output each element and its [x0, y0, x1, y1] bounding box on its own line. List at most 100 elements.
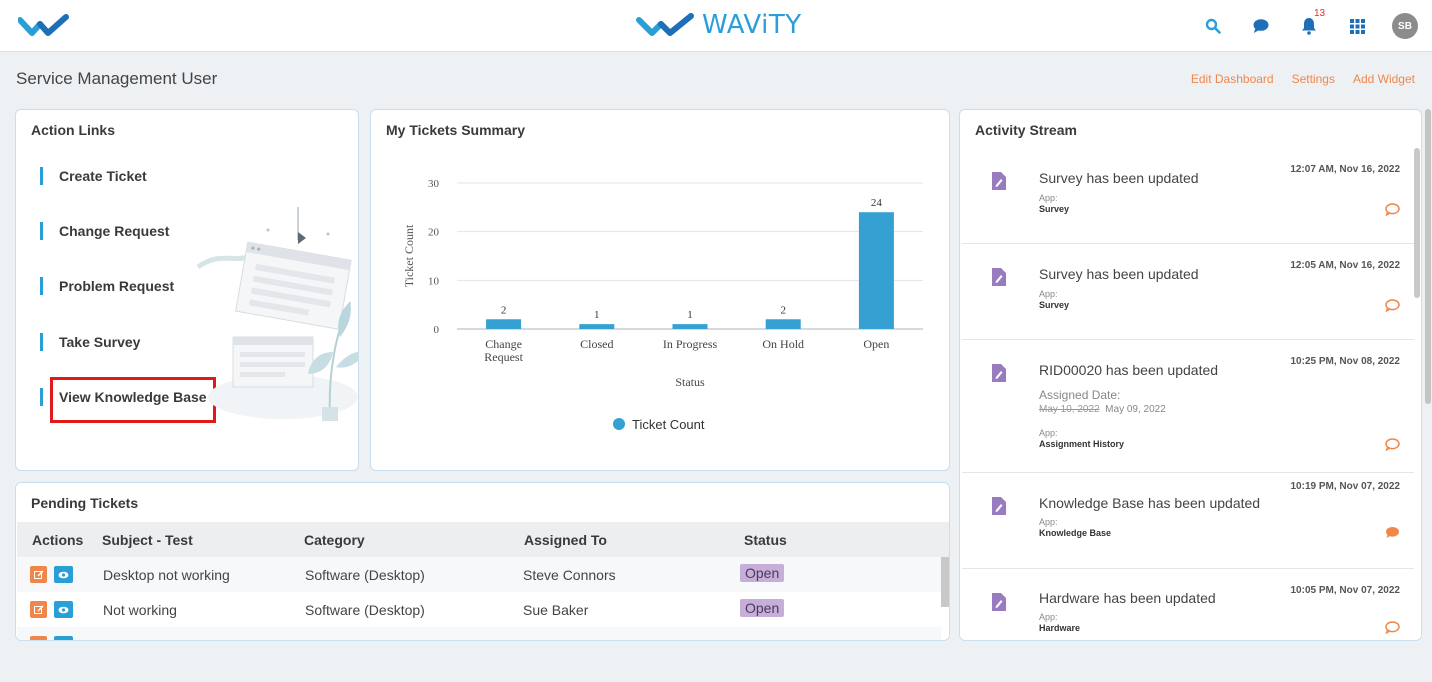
- page-scrollbar[interactable]: [1425, 109, 1431, 404]
- status-badge: Open: [740, 564, 785, 582]
- column-header[interactable]: Category: [304, 532, 365, 548]
- ticket-assignee: Steve Connors: [523, 567, 616, 583]
- activity-item[interactable]: 10:19 PM, Nov 07, 2022 Knowledge Base ha…: [962, 473, 1414, 569]
- settings-link[interactable]: Settings: [1291, 72, 1335, 86]
- new-date: May 09, 2022: [1105, 404, 1166, 415]
- activity-title: Survey has been updated: [1039, 170, 1199, 186]
- view-eye-icon[interactable]: [54, 636, 73, 640]
- comment-icon[interactable]: [1385, 299, 1400, 317]
- document-edit-icon: [992, 593, 1006, 616]
- table-row[interactable]: Desktop not working Software (Desktop) S…: [17, 557, 941, 592]
- dashboard-actions: Edit Dashboard Settings Add Widget: [1191, 72, 1415, 86]
- activity-time: 12:05 AM, Nov 16, 2022: [1290, 260, 1400, 271]
- activity-time: 12:07 AM, Nov 16, 2022: [1290, 164, 1400, 175]
- activity-app: Assignment History: [1039, 439, 1125, 449]
- bar: [579, 324, 615, 329]
- notification-count-badge: 13: [1314, 8, 1326, 19]
- y-tick-label: 30: [428, 178, 440, 190]
- table-row[interactable]: Not working Software (Desktop) Sue Baker…: [17, 592, 941, 627]
- column-header[interactable]: Subject - Test: [102, 532, 193, 548]
- comment-icon[interactable]: [1385, 438, 1400, 456]
- y-axis-label: Ticket Count: [402, 224, 416, 287]
- table-scrollbar[interactable]: [941, 557, 949, 607]
- column-header: Actions: [32, 532, 84, 548]
- activity-item[interactable]: 10:25 PM, Nov 08, 2022 RID00020 has been…: [962, 340, 1414, 473]
- app-label: App:: [1039, 612, 1058, 622]
- y-tick-label: 10: [428, 275, 440, 287]
- link-bar: [40, 222, 43, 240]
- activity-app: Hardware: [1039, 623, 1081, 633]
- x-axis-label: Status: [675, 375, 705, 389]
- view-knowledge-base-link[interactable]: View Knowledge Base: [40, 387, 207, 407]
- comment-filled-icon[interactable]: [1385, 526, 1400, 544]
- top-icons: 13 SB: [1178, 8, 1418, 39]
- comment-icon[interactable]: [1385, 203, 1400, 221]
- apps-grid-icon[interactable]: [1344, 13, 1370, 39]
- edit-icon[interactable]: [30, 636, 47, 640]
- document-edit-icon: [992, 172, 1006, 195]
- bar: [765, 319, 801, 329]
- problem-request-link[interactable]: Problem Request: [40, 276, 174, 296]
- tickets-summary-title: My Tickets Summary: [386, 122, 526, 138]
- legend-marker: [613, 418, 625, 430]
- activity-title: Hardware has been updated: [1039, 590, 1216, 606]
- activity-app: Survey: [1039, 300, 1070, 310]
- table-header: Actions Subject - Test Category Assigned…: [17, 522, 949, 557]
- comment-icon[interactable]: [1385, 621, 1400, 639]
- column-header[interactable]: Status: [744, 532, 787, 548]
- data-label: 1: [687, 309, 693, 321]
- x-tick-label: Request: [484, 350, 523, 364]
- bar: [486, 319, 522, 329]
- view-eye-icon[interactable]: [54, 601, 73, 618]
- activity-item[interactable]: 12:07 AM, Nov 16, 2022 Survey has been u…: [962, 148, 1414, 244]
- activity-item[interactable]: 12:05 AM, Nov 16, 2022 Survey has been u…: [962, 244, 1414, 340]
- activity-stream-title: Activity Stream: [975, 122, 1077, 138]
- activity-title: Survey has been updated: [1039, 266, 1199, 282]
- activity-time: 10:19 PM, Nov 07, 2022: [1290, 481, 1400, 492]
- edit-icon[interactable]: [30, 601, 47, 618]
- link-label: View Knowledge Base: [59, 389, 207, 405]
- top-bar: WAViTY 13 SB: [0, 0, 1432, 52]
- ticket-category: Software (Desktop): [305, 567, 425, 583]
- pending-tickets-widget: Pending Tickets Actions Subject - Test C…: [15, 482, 950, 641]
- column-header[interactable]: Assigned To: [524, 532, 607, 548]
- bar: [858, 212, 894, 329]
- y-tick-label: 0: [434, 324, 440, 336]
- change-request-link[interactable]: Change Request: [40, 221, 169, 241]
- ticket-subject: Desktop not working: [103, 567, 230, 583]
- document-edit-icon: [992, 497, 1006, 520]
- brand-logo[interactable]: WAViTY: [636, 10, 802, 40]
- activity-item[interactable]: 10:05 PM, Nov 07, 2022 Hardware has been…: [962, 569, 1414, 640]
- status-badge: Open: [740, 599, 785, 617]
- link-label: Change Request: [59, 223, 170, 239]
- take-survey-link[interactable]: Take Survey: [40, 332, 140, 352]
- brand-mark-icon: [636, 13, 694, 36]
- wavity-logo-icon[interactable]: [17, 14, 70, 41]
- edit-dashboard-link[interactable]: Edit Dashboard: [1190, 72, 1274, 86]
- table-row-partial[interactable]: [17, 627, 941, 640]
- data-label: 1: [594, 309, 600, 321]
- view-eye-icon[interactable]: [54, 566, 73, 583]
- ticket-category: Software (Desktop): [305, 602, 425, 618]
- assigned-date-label: Assigned Date:: [1039, 388, 1121, 402]
- activity-scrollbar[interactable]: [1414, 148, 1420, 298]
- data-label: 2: [501, 304, 507, 316]
- add-widget-link[interactable]: Add Widget: [1352, 72, 1415, 86]
- chat-icon[interactable]: [1248, 13, 1274, 39]
- edit-icon[interactable]: [30, 566, 47, 583]
- search-icon[interactable]: [1200, 13, 1226, 39]
- date-change: May 10, 2022 May 09, 2022: [1039, 404, 1166, 415]
- x-tick-label: In Progress: [663, 337, 718, 351]
- user-avatar[interactable]: SB: [1392, 13, 1418, 39]
- link-bar: [40, 388, 43, 406]
- action-links-widget: Action Links Create Ticket Change Reques…: [15, 109, 366, 471]
- activity-app: Knowledge Base: [1039, 528, 1112, 538]
- brand-name: WAViTY: [702, 10, 802, 40]
- create-ticket-link[interactable]: Create Ticket: [40, 166, 147, 186]
- legend-label: Ticket Count: [632, 417, 705, 432]
- bar: [672, 324, 708, 329]
- data-label: 24: [871, 197, 883, 209]
- notifications-bell-icon[interactable]: 13: [1296, 8, 1325, 39]
- link-bar: [40, 333, 43, 351]
